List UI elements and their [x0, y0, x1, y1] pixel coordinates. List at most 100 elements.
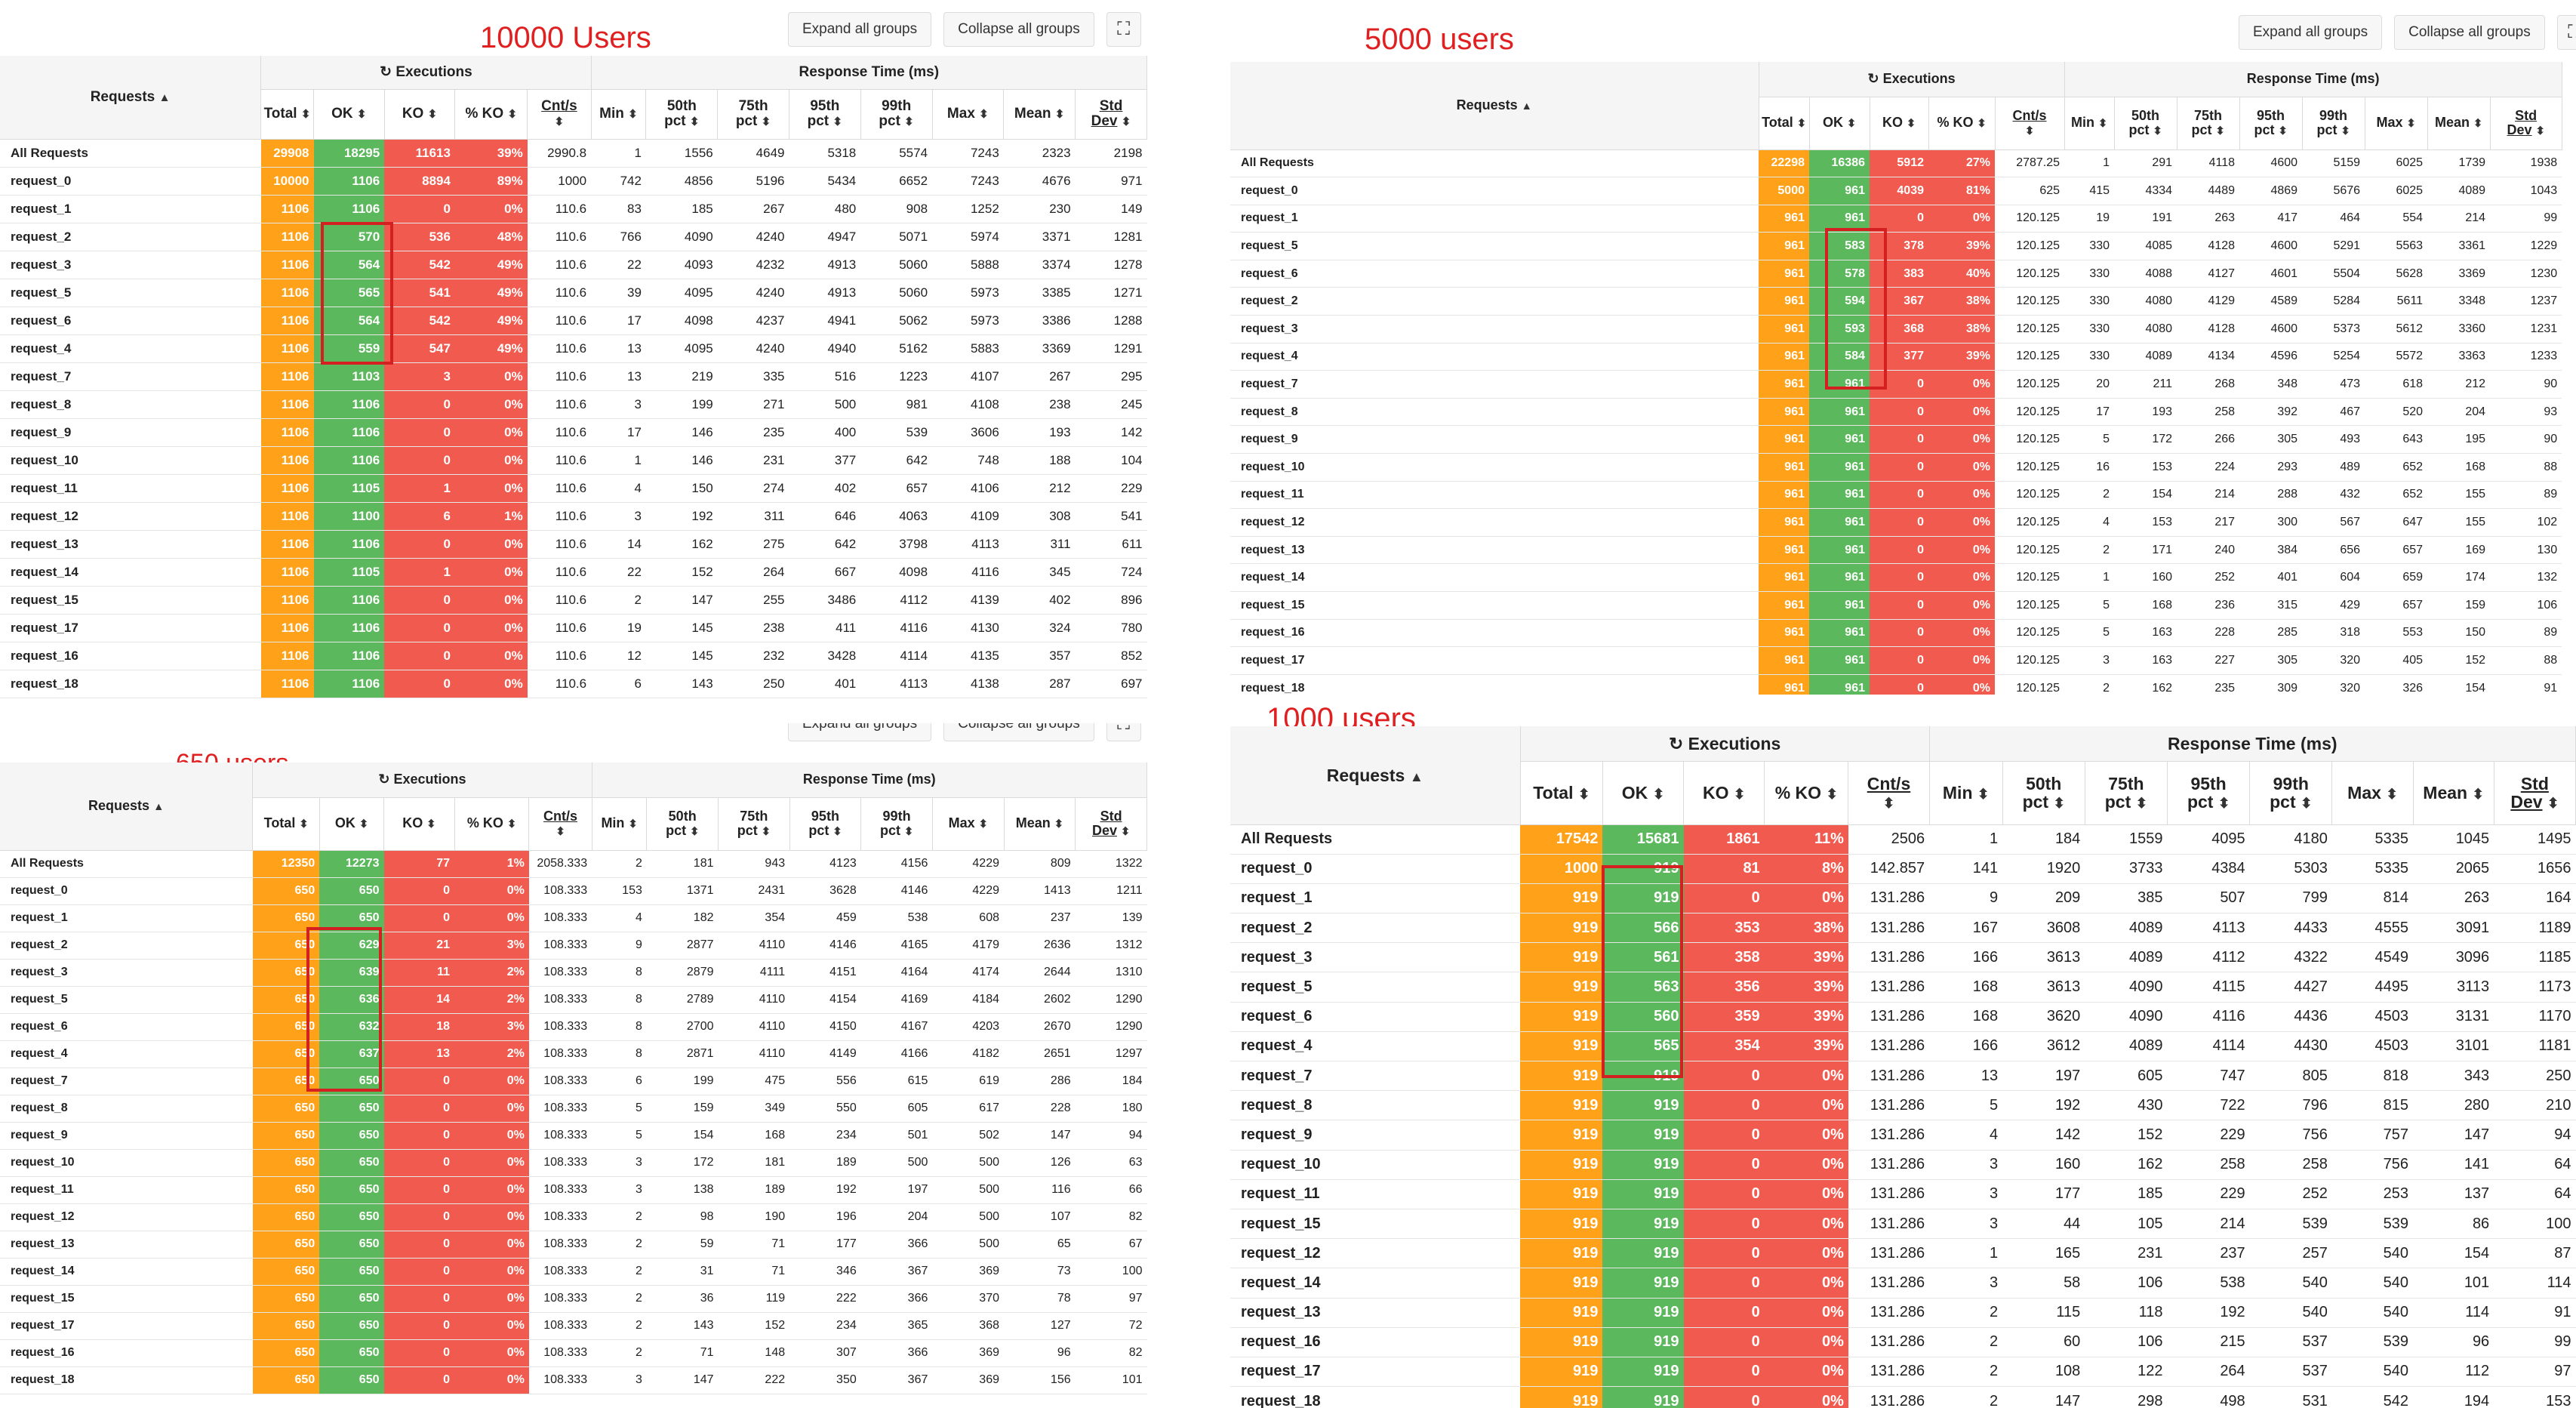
table-row[interactable]: request_12 1106 1100 6 1% 110.6 3 192 311 646 4063…	[0, 502, 1147, 531]
ok-column-header[interactable]: OK ⬍	[319, 797, 385, 851]
ko-column-header[interactable]: KO ⬍	[384, 89, 456, 140]
p50-column-header[interactable]: 50th pct ⬍	[2114, 97, 2177, 150]
p75-column-header[interactable]: 75th pct ⬍	[2085, 761, 2168, 825]
table-row[interactable]: request_6 650 632 18 3% 108.333 8 2700 4110 4150 4…	[0, 1013, 1147, 1041]
table-row[interactable]: request_14 961 961 0 0% 120.125 1 160 252 401 604 6…	[1230, 563, 2562, 592]
p95-column-header[interactable]: 95th pct ⬍	[2239, 97, 2303, 150]
table-row[interactable]: request_8 961 961 0 0% 120.125 17 193 258 392 467 5…	[1230, 398, 2562, 427]
p99-column-header[interactable]: 99th pct ⬍	[860, 797, 933, 851]
table-row[interactable]: request_7 919 919 0 0% 131.286 13 197 605 747 805 8…	[1230, 1061, 2576, 1092]
max-column-header[interactable]: Max ⬍	[2331, 761, 2414, 825]
table-row[interactable]: request_18 919 919 0 0% 131.286 2 147 298 498 531 5…	[1230, 1386, 2576, 1408]
std-column-header[interactable]: Std Dev ⬍	[1075, 89, 1147, 140]
ko-column-header[interactable]: KO ⬍	[383, 797, 455, 851]
p99-column-header[interactable]: 99th pct ⬍	[2302, 97, 2365, 150]
p75-column-header[interactable]: 75th pct ⬍	[718, 797, 790, 851]
ko-column-header[interactable]: KO ⬍	[1683, 761, 1765, 825]
pko-column-header[interactable]: % KO ⬍	[454, 797, 530, 851]
table-row[interactable]: request_8 1106 1106 0 0% 110.6 3 199 271 500 981 41…	[0, 390, 1147, 419]
table-row[interactable]: request_17 650 650 0 0% 108.333 2 143 152 234 365 3…	[0, 1312, 1147, 1340]
table-row[interactable]: request_11 650 650 0 0% 108.333 3 138 189 192 197 5…	[0, 1176, 1147, 1204]
requests-column-header[interactable]: Requests ▲	[0, 763, 254, 851]
table-row[interactable]: request_12 919 919 0 0% 131.286 1 165 231 237 257 5…	[1230, 1238, 2576, 1269]
table-row[interactable]: request_17 961 961 0 0% 120.125 3 163 227 305 320 4…	[1230, 646, 2562, 675]
table-row[interactable]: request_16 650 650 0 0% 108.333 2 71 148 307 366 36…	[0, 1339, 1147, 1367]
pko-column-header[interactable]: % KO ⬍	[454, 89, 528, 140]
ko-column-header[interactable]: KO ⬍	[1870, 97, 1929, 150]
table-row[interactable]: request_4 919 565 354 39% 131.286 166 3612 4089 4…	[1230, 1031, 2576, 1062]
table-row[interactable]: request_18 1106 1106 0 0% 110.6 6 143 250 401 4113…	[0, 670, 1147, 698]
pko-column-header[interactable]: % KO ⬍	[1928, 97, 1996, 150]
table-row[interactable]: request_14 1106 1105 1 0% 110.6 22 152 264 667 409…	[0, 558, 1147, 587]
table-row[interactable]: request_2 650 629 21 3% 108.333 9 2877 4110 4146 4…	[0, 932, 1147, 960]
table-row[interactable]: request_5 919 563 356 39% 131.286 168 3613 4090 4…	[1230, 972, 2576, 1003]
table-row[interactable]: request_18 650 650 0 0% 108.333 3 147 222 350 367 3…	[0, 1366, 1147, 1394]
table-row[interactable]: request_3 961 593 368 38% 120.125 330 4080 4128 4…	[1230, 315, 2562, 344]
table-row[interactable]: All Requests 17542 15681 1861 11% 2506 1 184 155…	[1230, 824, 2576, 855]
mean-column-header[interactable]: Mean ⬍	[1003, 89, 1076, 140]
table-row[interactable]: request_4 1106 559 547 49% 110.6 13 4095 4240 494…	[0, 334, 1147, 363]
min-column-header[interactable]: Min ⬍	[591, 89, 647, 140]
min-column-header[interactable]: Min ⬍	[1929, 761, 2003, 825]
max-column-header[interactable]: Max ⬍	[2365, 97, 2428, 150]
table-row[interactable]: request_5 650 636 14 2% 108.333 8 2789 4110 4154 4…	[0, 986, 1147, 1014]
table-row[interactable]: request_9 961 961 0 0% 120.125 5 172 266 305 493 64…	[1230, 425, 2562, 454]
table-row[interactable]: request_4 961 584 377 39% 120.125 330 4089 4134 4…	[1230, 343, 2562, 371]
table-row[interactable]: request_15 961 961 0 0% 120.125 5 168 236 315 429 6…	[1230, 591, 2562, 620]
table-row[interactable]: request_0 1000 919 81 8% 142.857 141 1920 3733 43…	[1230, 854, 2576, 884]
collapse-all-groups-button[interactable]: Collapse all groups	[943, 723, 1094, 741]
table-row[interactable]: request_16 1106 1106 0 0% 110.6 12 145 232 3428 41…	[0, 642, 1147, 670]
total-column-header[interactable]: Total ⬍	[1759, 97, 1810, 150]
mean-column-header[interactable]: Mean ⬍	[1004, 797, 1076, 851]
table-row[interactable]: request_1 919 919 0 0% 131.286 9 209 385 507 799 81…	[1230, 883, 2576, 914]
std-column-header[interactable]: Std Dev ⬍	[1075, 797, 1147, 851]
table-row[interactable]: request_12 650 650 0 0% 108.333 2 98 190 196 204 50…	[0, 1203, 1147, 1231]
table-row[interactable]: request_6 919 560 359 39% 131.286 168 3620 4090 4…	[1230, 1002, 2576, 1032]
requests-column-header[interactable]: Requests ▲	[0, 56, 262, 140]
cnt-column-header[interactable]: Cnt/s ⬍	[1848, 761, 1930, 825]
table-row[interactable]: request_17 1106 1106 0 0% 110.6 19 145 238 411 411…	[0, 614, 1147, 642]
table-row[interactable]: request_14 650 650 0 0% 108.333 2 31 71 346 367 369…	[0, 1258, 1147, 1286]
table-row[interactable]: request_0 650 650 0 0% 108.333 153 1371 2431 3628…	[0, 877, 1147, 905]
p99-column-header[interactable]: 99th pct ⬍	[2249, 761, 2333, 825]
table-row[interactable]: request_15 650 650 0 0% 108.333 2 36 119 222 366 37…	[0, 1285, 1147, 1313]
table-row[interactable]: request_16 961 961 0 0% 120.125 5 163 228 285 318 5…	[1230, 619, 2562, 648]
total-column-header[interactable]: Total ⬍	[1520, 761, 1603, 825]
table-row[interactable]: request_7 1106 1103 3 0% 110.6 13 219 335 516 1223…	[0, 362, 1147, 391]
expand-all-groups-button[interactable]: Expand all groups	[788, 723, 932, 741]
min-column-header[interactable]: Min ⬍	[2064, 97, 2115, 150]
max-column-header[interactable]: Max ⬍	[932, 89, 1005, 140]
total-column-header[interactable]: Total ⬍	[252, 797, 320, 851]
table-row[interactable]: request_3 1106 564 542 49% 110.6 22 4093 4232 491…	[0, 251, 1147, 279]
std-column-header[interactable]: Std Dev ⬍	[2490, 97, 2562, 150]
cnt-column-header[interactable]: Cnt/s ⬍	[527, 89, 592, 140]
min-column-header[interactable]: Min ⬍	[592, 797, 648, 851]
table-row[interactable]: request_14 919 919 0 0% 131.286 3 58 106 538 540 54…	[1230, 1268, 2576, 1299]
table-row[interactable]: request_9 650 650 0 0% 108.333 5 154 168 234 501 50…	[0, 1122, 1147, 1150]
requests-column-header[interactable]: Requests ▲	[1230, 62, 1759, 150]
table-row[interactable]: request_9 919 919 0 0% 131.286 4 142 152 229 756 75…	[1230, 1120, 2576, 1151]
p50-column-header[interactable]: 50th pct ⬍	[2002, 761, 2085, 825]
collapse-all-groups-button[interactable]: Collapse all groups	[2394, 15, 2545, 50]
table-row[interactable]: request_13 919 919 0 0% 131.286 2 115 118 192 540 5…	[1230, 1298, 2576, 1328]
table-row[interactable]: request_10 650 650 0 0% 108.333 3 172 181 189 500 5…	[0, 1149, 1147, 1177]
max-column-header[interactable]: Max ⬍	[932, 797, 1005, 851]
table-row[interactable]: request_11 961 961 0 0% 120.125 2 154 214 288 432 6…	[1230, 481, 2562, 510]
ok-column-header[interactable]: OK ⬍	[1809, 97, 1870, 150]
total-column-header[interactable]: Total ⬍	[260, 89, 314, 140]
p50-column-header[interactable]: 50th pct ⬍	[645, 89, 719, 140]
p95-column-header[interactable]: 95th pct ⬍	[789, 89, 861, 140]
table-row[interactable]: request_10 919 919 0 0% 131.286 3 160 162 258 258 7…	[1230, 1150, 2576, 1180]
table-row[interactable]: All Requests 29908 18295 11613 39% 2990.8 1 155…	[0, 139, 1147, 168]
table-row[interactable]: request_3 650 639 11 2% 108.333 8 2879 4111 4151 4…	[0, 959, 1147, 987]
p75-column-header[interactable]: 75th pct ⬍	[2177, 97, 2240, 150]
table-row[interactable]: request_10 961 961 0 0% 120.125 16 153 224 293 489…	[1230, 453, 2562, 482]
table-row[interactable]: request_12 961 961 0 0% 120.125 4 153 217 300 567 6…	[1230, 508, 2562, 537]
mean-column-header[interactable]: Mean ⬍	[2427, 97, 2491, 150]
table-row[interactable]: request_4 650 637 13 2% 108.333 8 2871 4110 4149 4…	[0, 1040, 1147, 1068]
table-row[interactable]: request_1 961 961 0 0% 120.125 19 191 263 417 464 5…	[1230, 205, 2562, 233]
std-column-header[interactable]: Std Dev ⬍	[2494, 761, 2576, 825]
table-row[interactable]: request_8 650 650 0 0% 108.333 5 159 349 550 605 61…	[0, 1095, 1147, 1123]
table-row[interactable]: request_6 1106 564 542 49% 110.6 17 4098 4237 494…	[0, 307, 1147, 335]
requests-column-header[interactable]: Requests ▲	[1230, 726, 1521, 825]
